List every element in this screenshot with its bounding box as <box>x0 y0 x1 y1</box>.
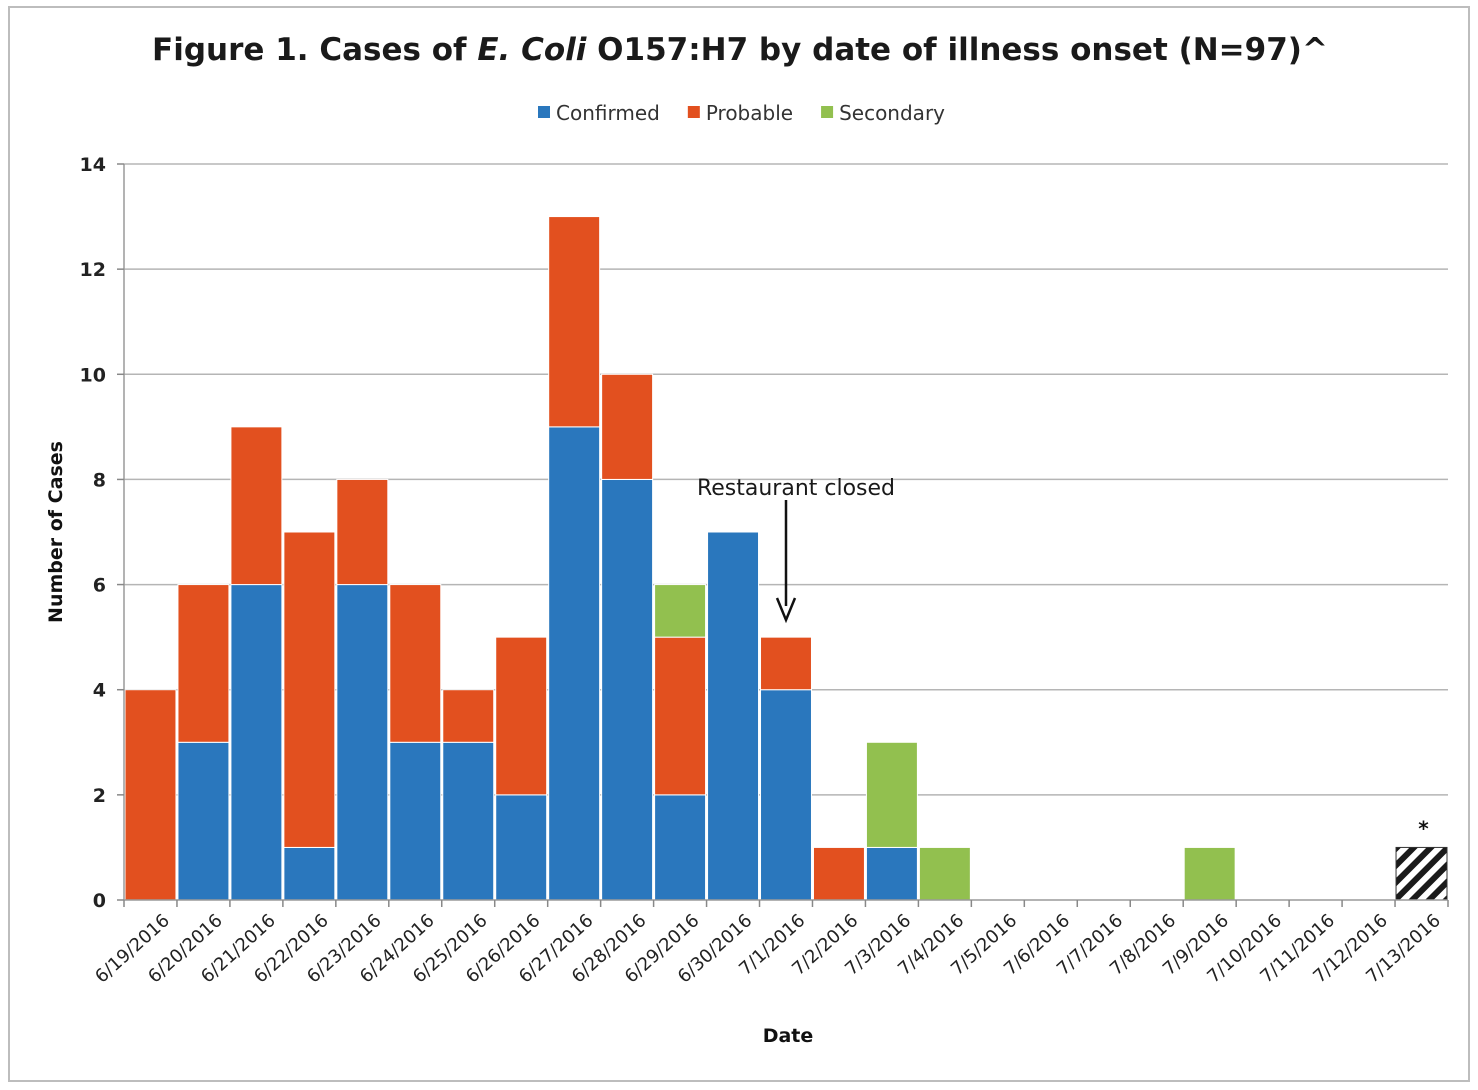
y-axis-label: Number of Cases <box>45 441 67 623</box>
bar-probable-6/29/2016 <box>654 636 707 796</box>
bar-probable-6/19/2016 <box>124 689 177 901</box>
bar-confirmed-6/20/2016 <box>177 741 230 901</box>
bar-secondary-7/4/2016 <box>918 846 971 901</box>
bar-confirmed-6/26/2016 <box>495 794 548 901</box>
legend-label-probable: Probable <box>706 101 793 125</box>
bar-probable-7/1/2016 <box>760 636 812 691</box>
legend: Confirmed Probable Secondary <box>538 101 945 125</box>
y-axis-ticks: 0 2 4 6 8 10 12 14 <box>80 154 124 912</box>
bar-confirmed-6/28/2016 <box>601 478 654 901</box>
y-tick-label: 8 <box>93 469 106 491</box>
y-tick-label: 4 <box>93 680 106 702</box>
y-tick-label: 14 <box>80 154 106 176</box>
x-axis-ticks: 6/19/20166/20/20166/21/20166/22/20166/23… <box>91 900 1449 987</box>
bar-confirmed-7/1/2016 <box>760 689 812 901</box>
bar-confirmed-6/21/2016 <box>230 584 283 901</box>
bar-probable-6/20/2016 <box>177 584 230 743</box>
bar-confirmed-6/29/2016 <box>654 794 707 901</box>
x-axis-label: Date <box>763 1025 814 1047</box>
bar-confirmed-7/3/2016 <box>865 846 918 901</box>
bar-confirmed-6/30/2016 <box>707 531 760 901</box>
bar-probable-6/27/2016 <box>548 216 601 428</box>
y-tick-label: 0 <box>93 890 106 912</box>
annotation-arrow-head <box>775 597 797 624</box>
bar-secondary-7/9/2016 <box>1183 846 1236 901</box>
bar-confirmed-6/23/2016 <box>336 584 389 901</box>
bar-hatched-7/13/2016 <box>1395 846 1448 901</box>
axes <box>123 164 1448 901</box>
bar-probable-6/28/2016 <box>601 373 654 480</box>
chart-title-italic: E. Coli <box>477 32 586 68</box>
bar-confirmed-6/24/2016 <box>389 741 442 901</box>
bar-probable-6/24/2016 <box>389 584 442 743</box>
legend-swatch-probable <box>687 106 700 118</box>
restaurant-closed-annotation: Restaurant closed <box>697 476 895 624</box>
legend-label-confirmed: Confirmed <box>556 101 660 125</box>
bar-probable-6/26/2016 <box>495 636 548 796</box>
bars: * <box>124 216 1448 901</box>
bar-confirmed-6/25/2016 <box>442 741 495 901</box>
bar-confirmed-6/27/2016 <box>548 426 601 901</box>
chart-title: Figure 1. Cases of E. Coli O157:H7 by da… <box>152 32 1328 68</box>
bar-probable-7/2/2016 <box>812 846 865 901</box>
bar-probable-6/21/2016 <box>230 426 283 586</box>
y-tick-label: 2 <box>93 785 106 807</box>
hatched-bar-label: * <box>1418 816 1429 840</box>
y-tick-label: 6 <box>93 575 106 597</box>
legend-swatch-confirmed <box>538 106 550 118</box>
bar-probable-6/25/2016 <box>442 689 495 743</box>
bar-confirmed-6/22/2016 <box>283 846 336 901</box>
chart-title-prefix: Figure 1. Cases of <box>152 32 477 68</box>
bar-probable-6/22/2016 <box>283 531 336 848</box>
bar-secondary-6/29/2016 <box>654 584 707 638</box>
y-tick-label: 12 <box>80 259 106 281</box>
y-tick-label: 10 <box>80 364 106 386</box>
bar-secondary-7/3/2016 <box>865 741 918 848</box>
legend-swatch-secondary <box>821 106 834 118</box>
annotation-text: Restaurant closed <box>697 476 895 501</box>
bar-probable-6/23/2016 <box>336 478 389 586</box>
chart-title-suffix: O157:H7 by date of illness onset (N=97)^ <box>586 32 1328 68</box>
legend-label-secondary: Secondary <box>839 101 945 125</box>
